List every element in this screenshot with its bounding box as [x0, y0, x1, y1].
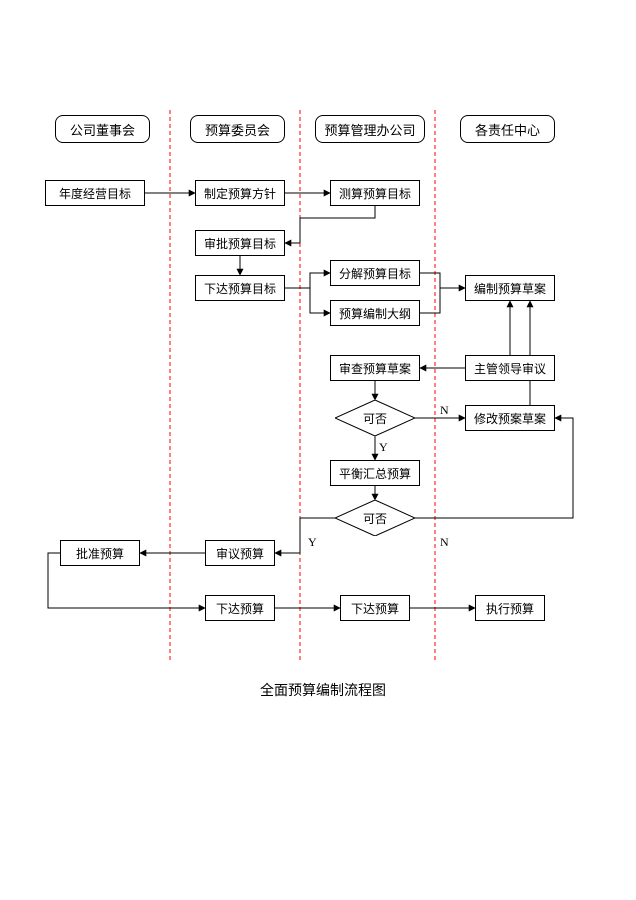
- diagram-caption: 全面预算编制流程图: [260, 680, 386, 700]
- flow-node: 测算预算目标: [330, 180, 420, 206]
- edge-label: N: [440, 403, 449, 418]
- lane-header: 预算管理办公司: [315, 115, 425, 143]
- lane-header: 各责任中心: [460, 115, 555, 143]
- connector: [415, 418, 573, 518]
- flow-node: 平衡汇总预算: [330, 460, 420, 486]
- flow-node: 批准预算: [60, 540, 140, 566]
- flow-node: 审议预算: [205, 540, 275, 566]
- edge-label: N: [440, 535, 449, 550]
- flow-node: 审批预算目标: [195, 230, 285, 256]
- edge-label: Y: [379, 440, 388, 455]
- flow-node: 下达预算目标: [195, 275, 285, 301]
- flow-node: 制定预算方针: [195, 180, 285, 206]
- connector: [275, 518, 335, 553]
- flow-node: 执行预算: [475, 595, 545, 621]
- flow-node: 审查预算草案: [330, 355, 420, 381]
- connector: [420, 288, 465, 313]
- lane-header: 公司董事会: [55, 115, 150, 143]
- connector: [310, 288, 330, 313]
- flow-node: 下达预算: [340, 595, 410, 621]
- flow-node: 年度经营目标: [45, 180, 145, 206]
- connector: [300, 206, 375, 243]
- flow-node: 分解预算目标: [330, 260, 420, 286]
- connector: [285, 273, 330, 288]
- flow-node: 修改预案草案: [465, 405, 555, 431]
- decision-node: 可否: [335, 400, 415, 436]
- flow-node: 编制预算草案: [465, 275, 555, 301]
- flow-node: 下达预算: [205, 595, 275, 621]
- flowchart-canvas: 全面预算编制流程图 公司董事会 预算委员会 预算管理办公司 各责任中心年度经营目标 制定…: [0, 0, 636, 900]
- lane-header: 预算委员会: [190, 115, 285, 143]
- edge-label: Y: [308, 535, 317, 550]
- flow-node: 主管领导审议: [465, 355, 555, 381]
- decision-node: 可否: [335, 500, 415, 536]
- connector: [420, 273, 440, 288]
- flow-node: 预算编制大纲: [330, 300, 420, 326]
